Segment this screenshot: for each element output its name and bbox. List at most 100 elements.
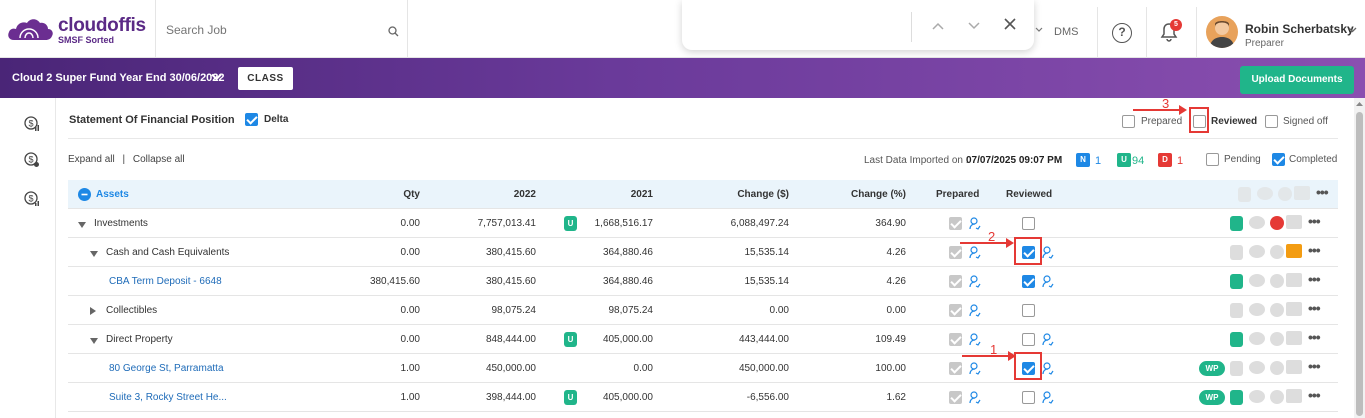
note-icon[interactable] [1286,244,1302,258]
preparer-user-icon[interactable] [969,246,981,262]
help-icon[interactable]: ? [1112,23,1132,43]
table-row[interactable]: Cash and Cash Equivalents 0.00 380,415.60 3… [68,238,1338,267]
updated-tag[interactable]: U [1117,153,1131,167]
document-icon[interactable] [1230,303,1243,318]
more-menu-icon[interactable]: ••• [1308,300,1321,316]
reviewer-user-icon[interactable] [1042,362,1054,378]
reviewed-checkbox[interactable] [1022,246,1035,259]
search-input[interactable] [166,20,376,40]
collapse-all-link[interactable]: Collapse all [132,154,185,165]
expand-down-icon[interactable] [78,220,86,231]
comment-icon[interactable] [1249,361,1265,374]
prepared-checkbox[interactable] [949,217,962,230]
history-icon[interactable] [1270,216,1284,230]
reviewed-checkbox[interactable] [1022,275,1035,288]
prepared-checkbox[interactable] [949,275,962,288]
reviewer-user-icon[interactable] [1042,275,1054,291]
reviewed-checkbox[interactable] [1022,391,1035,404]
document-icon[interactable] [1230,332,1243,347]
comment-icon[interactable] [1249,245,1265,258]
prepared-checkbox[interactable] [949,246,962,259]
row-label[interactable]: Suite 3, Rocky Street He... [109,392,227,403]
note-icon[interactable] [1286,215,1302,229]
comment-icon[interactable] [1249,332,1265,345]
more-menu-icon[interactable]: ••• [1308,213,1321,229]
preparer-user-icon[interactable] [969,304,981,320]
note-icon[interactable] [1286,273,1302,287]
reviewer-user-icon[interactable] [1042,391,1054,407]
more-menu-icon[interactable]: ••• [1308,242,1321,258]
wp-badge[interactable]: WP [1199,390,1225,405]
more-menu-icon[interactable]: ••• [1308,271,1321,287]
preparer-user-icon[interactable] [969,333,981,349]
table-row[interactable]: Suite 3, Rocky Street He... 1.00 398,444.0… [68,383,1338,412]
document-icon[interactable] [1230,361,1243,376]
history-icon[interactable] [1270,245,1284,259]
dollar-report-icon[interactable]: $ [24,116,40,135]
history-icon[interactable] [1270,361,1284,375]
comment-icon[interactable] [1249,390,1265,403]
delta-checkbox[interactable] [245,113,258,126]
comment-icon[interactable] [1249,216,1265,229]
dollar-chart-icon[interactable]: $ [24,191,40,210]
history-icon[interactable] [1270,303,1284,317]
table-row[interactable]: 80 George St, Parramatta 1.00 450,000.00 0.… [68,354,1338,383]
reviewer-user-icon[interactable] [1042,246,1054,262]
reviewed-checkbox[interactable] [1022,217,1035,230]
reviewer-user-icon[interactable] [1042,333,1054,349]
fund-chevron-icon[interactable] [211,72,222,84]
document-icon[interactable] [1230,274,1243,289]
history-icon[interactable] [1270,332,1284,346]
prepared-checkbox[interactable] [949,304,962,317]
prepared-checkbox[interactable] [949,391,962,404]
dollar-settings-icon[interactable]: $ [24,152,40,171]
comment-icon[interactable] [1249,303,1265,316]
expand-right-icon[interactable] [90,307,96,318]
comment-icon[interactable] [1249,274,1265,287]
completed-checkbox[interactable] [1272,153,1285,166]
document-icon[interactable] [1230,245,1243,260]
new-tag[interactable]: N [1076,153,1090,167]
pending-checkbox[interactable] [1206,153,1219,166]
document-icon[interactable] [1230,216,1243,231]
more-menu-icon[interactable]: ••• [1308,358,1321,374]
prepared-filter-checkbox[interactable] [1122,115,1135,128]
avatar[interactable] [1206,16,1238,48]
table-row[interactable]: CBA Term Deposit - 6648 380,415.60 380,415… [68,267,1338,296]
scrollbar-thumb[interactable] [1356,112,1363,416]
note-icon[interactable] [1286,302,1302,316]
user-name[interactable]: Robin Scherbatsky [1245,22,1354,36]
fund-title[interactable]: Cloud 2 Super Fund Year End 30/06/2022 [12,72,225,84]
table-row[interactable]: Collectibles 0.00 98,075.24 98,075.24 0.00 0.… [68,296,1338,325]
signed-off-filter-checkbox[interactable] [1265,115,1278,128]
prepared-checkbox[interactable] [949,333,962,346]
row-label[interactable]: CBA Term Deposit - 6648 [109,276,222,287]
search-icon[interactable] [388,26,399,40]
more-menu-icon[interactable]: ••• [1316,184,1329,200]
reviewed-checkbox[interactable] [1022,304,1035,317]
history-icon[interactable] [1270,390,1284,404]
dms-link[interactable]: DMS [1054,26,1079,38]
expand-all-link[interactable]: Expand all [68,154,115,165]
deleted-tag[interactable]: D [1158,153,1172,167]
updated-badge[interactable]: U [564,332,577,347]
collapse-assets-icon[interactable] [78,188,91,201]
preparer-user-icon[interactable] [969,217,981,233]
upload-documents-button[interactable]: Upload Documents [1240,66,1354,94]
find-close-icon[interactable] [1001,16,1019,34]
preparer-user-icon[interactable] [969,391,981,407]
vertical-scrollbar[interactable] [1354,98,1365,418]
prepared-checkbox[interactable] [949,362,962,375]
table-row[interactable]: Investments 0.00 7,757,013.41 1,668,516.17 6… [68,209,1338,238]
user-menu-chevron-icon[interactable] [1348,24,1357,36]
history-icon[interactable] [1270,274,1284,288]
find-next-icon[interactable] [965,16,983,34]
assets-section-label[interactable]: Assets [96,189,129,200]
reviewed-filter-checkbox[interactable] [1193,115,1206,128]
preparer-user-icon[interactable] [969,362,981,378]
expand-down-icon[interactable] [90,336,98,347]
table-row[interactable]: Direct Property 0.00 848,444.00 405,000.00 4… [68,325,1338,354]
more-menu-icon[interactable]: ••• [1308,329,1321,345]
document-icon[interactable] [1230,390,1243,405]
note-icon[interactable] [1286,389,1302,403]
